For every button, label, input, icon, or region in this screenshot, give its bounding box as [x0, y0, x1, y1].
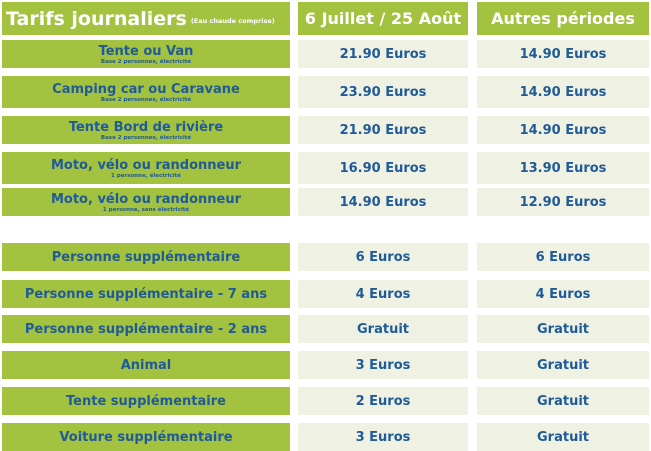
rate-label: Personne supplémentaire - 2 ans: [24, 321, 268, 337]
table-row: Personne supplémentaire - 7 ans 4 Euros 4 …: [0, 280, 651, 308]
rate-note: Base 2 personnes, électricité: [100, 96, 192, 103]
rate-note: Base 2 personnes, électricité: [100, 134, 192, 141]
price-summer: 21.90 Euros: [298, 116, 468, 144]
table-row: Animal 3 Euros Gratuit: [0, 351, 651, 379]
rate-note: 1 personne, électricité: [110, 172, 182, 179]
rate-label: Moto, vélo ou randonneur: [50, 157, 242, 173]
table-row: Voiture supplémentaire 3 Euros Gratuit: [0, 423, 651, 451]
rate-label: Animal: [120, 357, 172, 373]
rate-label-cell: Tente supplémentaire: [2, 387, 290, 415]
price-summer: 4 Euros: [298, 280, 468, 308]
price-other: Gratuit: [477, 351, 649, 379]
price-summer: 2 Euros: [298, 387, 468, 415]
rate-label-cell: Moto, vélo ou randonneur 1 personne, sans…: [2, 188, 290, 216]
rate-label: Camping car ou Caravane: [52, 81, 240, 97]
price-other: Gratuit: [477, 423, 649, 451]
price-summer: 14.90 Euros: [298, 188, 468, 216]
rate-label: Personne supplémentaire - 7 ans: [24, 286, 268, 302]
price-summer: 21.90 Euros: [298, 40, 468, 68]
rate-label: Personne supplémentaire: [51, 249, 241, 265]
rate-label-cell: Voiture supplémentaire: [2, 423, 290, 451]
table-row: Tente supplémentaire 2 Euros Gratuit: [0, 387, 651, 415]
rate-label: Tente Bord de rivière: [68, 119, 224, 135]
price-summer: 23.90 Euros: [298, 76, 468, 108]
price-summer: 6 Euros: [298, 243, 468, 271]
rate-label: Tente ou Van: [98, 43, 194, 59]
price-other: 14.90 Euros: [477, 116, 649, 144]
table-row: Camping car ou Caravane Base 2 personnes,…: [0, 76, 651, 108]
header-summer-period: 6 Juillet / 25 Août: [298, 2, 468, 35]
header-title-cell: Tarifs journaliers (Eau chaude comprise): [2, 2, 290, 35]
rate-label-cell: Tente Bord de rivière Base 2 personnes, é…: [2, 116, 290, 144]
price-summer: Gratuit: [298, 315, 468, 343]
price-other: Gratuit: [477, 315, 649, 343]
table-row: Personne supplémentaire 6 Euros 6 Euros: [0, 243, 651, 271]
price-other: Gratuit: [477, 387, 649, 415]
rate-label: Tente supplémentaire: [66, 393, 226, 409]
header-other-periods: Autres périodes: [477, 2, 649, 35]
rate-label-cell: Moto, vélo ou randonneur 1 personne, élec…: [2, 152, 290, 184]
rate-label-cell: Personne supplémentaire - 2 ans: [2, 315, 290, 343]
table-row: Personne supplémentaire - 2 ans Gratuit Gr…: [0, 315, 651, 343]
rate-label: Voiture supplémentaire: [59, 429, 233, 445]
rate-note: 1 personne, sans électricité: [102, 206, 190, 213]
price-other: 14.90 Euros: [477, 76, 649, 108]
rate-note: Base 2 personnes, électricité: [100, 58, 192, 65]
price-other: 12.90 Euros: [477, 188, 649, 216]
price-other: 13.90 Euros: [477, 152, 649, 184]
header-title-note: (Eau chaude comprise): [190, 16, 275, 25]
rate-label-cell: Personne supplémentaire: [2, 243, 290, 271]
table-row: Moto, vélo ou randonneur 1 personne, élec…: [0, 152, 651, 184]
rate-label-cell: Tente ou Van Base 2 personnes, électricit…: [2, 40, 290, 68]
rate-label-cell: Camping car ou Caravane Base 2 personnes,…: [2, 76, 290, 108]
rate-label-cell: Animal: [2, 351, 290, 379]
table-row: Tente ou Van Base 2 personnes, électricit…: [0, 40, 651, 68]
price-other: 14.90 Euros: [477, 40, 649, 68]
price-other: 6 Euros: [477, 243, 649, 271]
table-row: Moto, vélo ou randonneur 1 personne, sans…: [0, 188, 651, 216]
price-summer: 3 Euros: [298, 423, 468, 451]
price-summer: 16.90 Euros: [298, 152, 468, 184]
price-other: 4 Euros: [477, 280, 649, 308]
rate-label: Moto, vélo ou randonneur: [50, 191, 242, 207]
table-row: Tente Bord de rivière Base 2 personnes, é…: [0, 116, 651, 144]
rate-label-cell: Personne supplémentaire - 7 ans: [2, 280, 290, 308]
price-summer: 3 Euros: [298, 351, 468, 379]
header-title: Tarifs journaliers: [6, 7, 187, 30]
